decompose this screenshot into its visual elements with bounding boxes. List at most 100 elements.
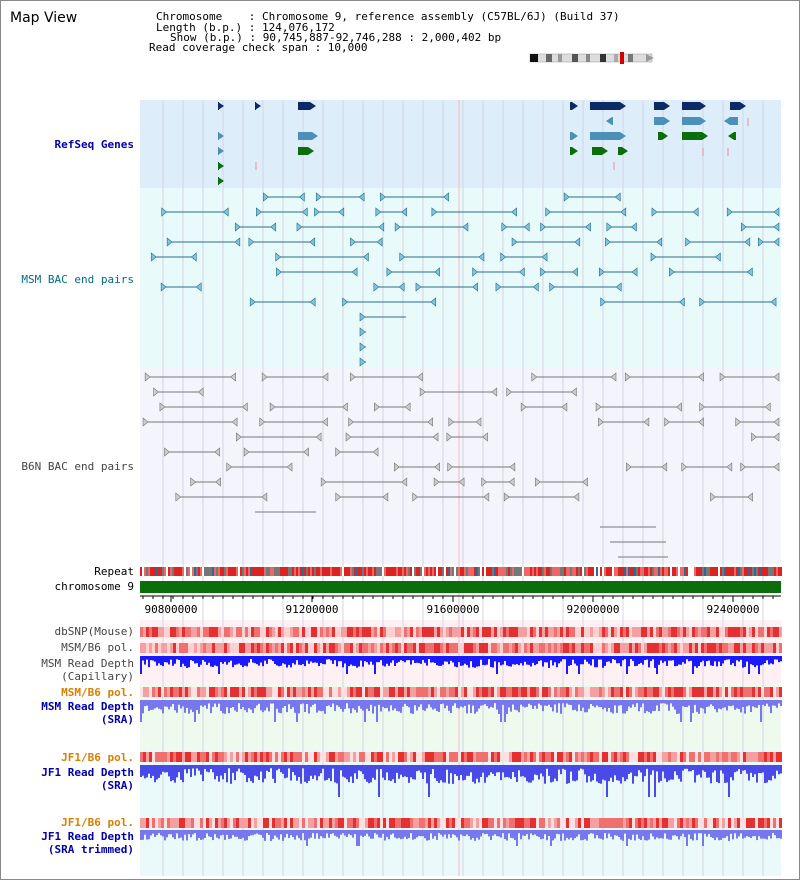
depth-bar xyxy=(468,830,470,837)
depth-bar xyxy=(326,830,328,834)
depth-bar xyxy=(740,700,742,713)
polymorphism-cell xyxy=(536,643,539,653)
depth-bar xyxy=(352,656,354,666)
bac-pair xyxy=(335,492,389,502)
polymorphism-cell xyxy=(365,643,368,653)
polymorphism-cell xyxy=(587,643,590,653)
polymorphism-cell xyxy=(482,818,485,828)
polymorphism-cell xyxy=(671,818,674,828)
depth-bar xyxy=(510,830,512,838)
polymorphism-cell xyxy=(770,752,773,762)
msm-depth-capillary-label[interactable]: MSM Read Depth xyxy=(41,657,134,670)
polymorphism-cell xyxy=(560,643,563,653)
depth-bar xyxy=(456,656,458,668)
depth-bar xyxy=(380,656,382,661)
polymorphism-cell xyxy=(272,627,275,637)
gene-feature xyxy=(570,132,578,140)
msm-b6-pol-sra-label[interactable]: MSM/B6 pol. xyxy=(61,686,134,699)
bac-pair xyxy=(166,237,241,247)
depth-bar xyxy=(222,656,224,664)
dbsnp-label[interactable]: dbSNP(Mouse) xyxy=(54,625,134,638)
bac-pair xyxy=(415,282,478,292)
polymorphism-cell xyxy=(725,818,728,828)
polymorphism-cell xyxy=(683,818,686,828)
depth-bar xyxy=(568,656,570,666)
polymorphism-cell xyxy=(218,643,221,653)
depth-bar xyxy=(140,765,142,778)
depth-bar xyxy=(754,830,756,837)
msm-depth-sra-label[interactable]: MSM Read Depth xyxy=(41,700,134,713)
depth-bar xyxy=(242,656,244,668)
depth-bar xyxy=(216,830,218,838)
jf1-depth-trim-label[interactable]: JF1 Read Depth xyxy=(41,830,134,843)
polymorphism-cell xyxy=(659,627,662,637)
repeat-block xyxy=(610,567,612,576)
depth-bar xyxy=(704,656,706,667)
polymorphism-cell xyxy=(443,818,446,828)
polymorphism-cell xyxy=(725,687,728,697)
polymorphism-cell xyxy=(650,752,653,762)
polymorphism-cell xyxy=(260,627,263,637)
jf1-depth-sra-label[interactable]: JF1 Read Depth xyxy=(41,766,134,779)
polymorphism-cell xyxy=(722,752,725,762)
polymorphism-cell xyxy=(401,643,404,653)
depth-bar xyxy=(158,700,160,709)
msm-b6-pol-label[interactable]: MSM/B6 pol. xyxy=(61,641,134,654)
polymorphism-cell xyxy=(188,687,191,697)
jf1-b6-pol-2-label[interactable]: JF1/B6 pol. xyxy=(61,816,134,829)
polymorphism-cell xyxy=(668,643,671,653)
polymorphism-cell xyxy=(344,643,347,653)
polymorphism-cell xyxy=(206,627,209,637)
depth-bar xyxy=(780,830,782,839)
repeat-block xyxy=(400,567,402,576)
depth-bar xyxy=(190,656,192,661)
depth-bar xyxy=(630,656,632,660)
depth-bar xyxy=(744,700,746,714)
polymorphism-cell xyxy=(353,687,356,697)
polymorphism-cell xyxy=(752,643,755,653)
depth-bar xyxy=(466,656,468,666)
polymorphism-cell xyxy=(305,687,308,697)
depth-bar xyxy=(236,700,238,712)
depth-bar xyxy=(664,765,666,779)
polymorphism-cell xyxy=(575,752,578,762)
depth-bar xyxy=(282,700,284,708)
depth-bar xyxy=(588,656,590,664)
repeat-block xyxy=(534,567,536,576)
bac-pair xyxy=(345,432,439,442)
depth-bar xyxy=(276,700,278,709)
depth-bar xyxy=(264,830,266,841)
polymorphism-cell xyxy=(272,643,275,653)
repeat-block xyxy=(382,567,384,576)
chromosome-ideogram[interactable] xyxy=(528,52,656,64)
polymorphism-cell xyxy=(644,752,647,762)
polymorphism-cell xyxy=(599,818,602,828)
repeat-block xyxy=(714,567,716,576)
repeat-block xyxy=(418,567,420,576)
depth-bar xyxy=(732,765,734,781)
polymorphism-cell xyxy=(209,643,212,653)
polymorphism-cell xyxy=(188,643,191,653)
polymorphism-cell xyxy=(509,643,512,653)
polymorphism-cell xyxy=(380,752,383,762)
jf1-b6-pol-label[interactable]: JF1/B6 pol. xyxy=(61,751,134,764)
bac-pair xyxy=(315,192,365,202)
depth-bar xyxy=(524,765,526,778)
polymorphism-cell xyxy=(770,643,773,653)
depth-bar xyxy=(230,765,232,784)
gene-feature xyxy=(654,117,670,125)
bac-pair xyxy=(380,192,449,202)
polymorphism-cell xyxy=(551,818,554,828)
depth-bar xyxy=(404,700,406,704)
depth-bar xyxy=(300,700,302,705)
polymorphism-cell xyxy=(284,687,287,697)
depth-bar xyxy=(270,765,272,769)
repeat-block xyxy=(206,567,208,576)
refseq-genes-label[interactable]: RefSeq Genes xyxy=(54,138,134,151)
b6n-bac-label[interactable]: B6N BAC end pairs xyxy=(21,460,134,473)
depth-bar xyxy=(712,700,714,707)
polymorphism-cell xyxy=(458,752,461,762)
msm-bac-label[interactable]: MSM BAC end pairs xyxy=(21,273,134,286)
depth-bar xyxy=(554,765,556,779)
